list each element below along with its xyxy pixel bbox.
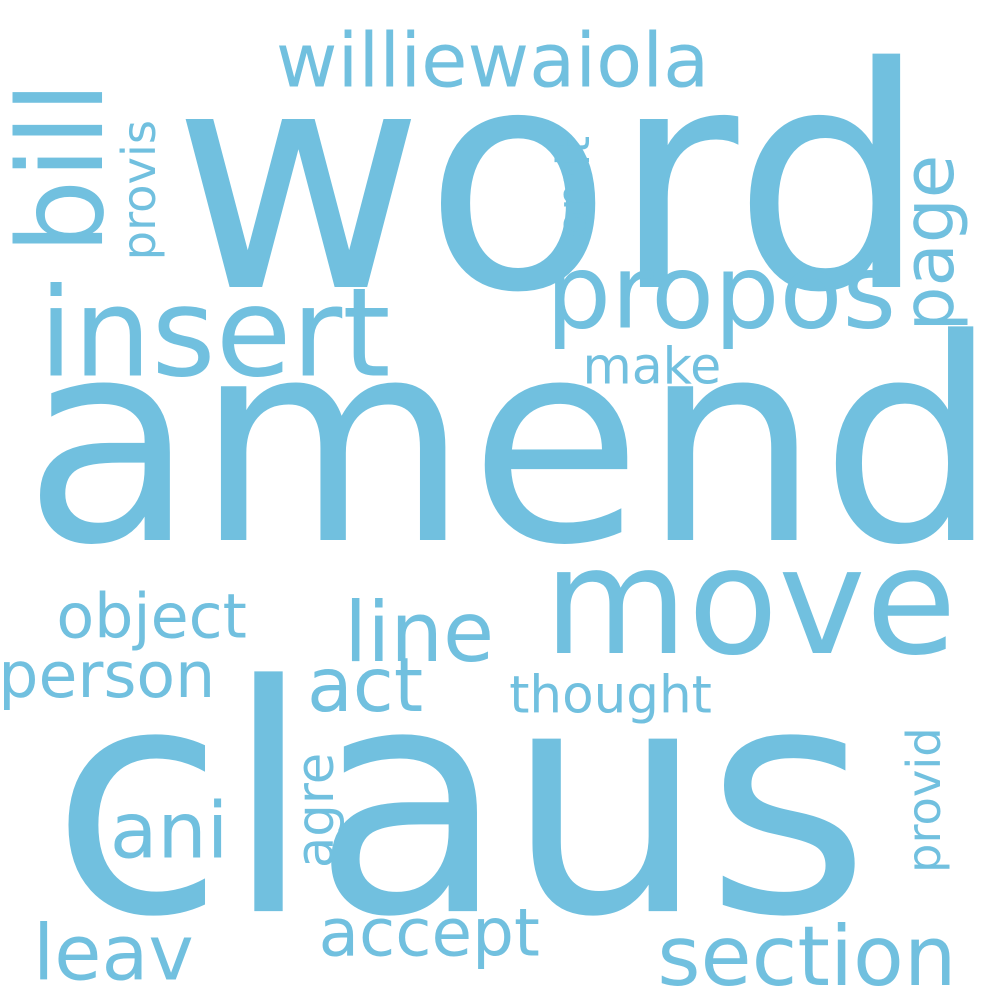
word-provis: provis bbox=[112, 119, 167, 261]
word-omit: omit bbox=[547, 135, 601, 239]
word-line: line bbox=[344, 583, 495, 681]
word-bill: bill bbox=[0, 81, 130, 255]
word-word: word bbox=[172, 3, 929, 361]
word-section: section bbox=[657, 907, 957, 1000]
word-move: move bbox=[543, 515, 957, 688]
word-williewaiola: williewaiola bbox=[275, 16, 710, 105]
word-insert: insert bbox=[38, 261, 391, 406]
word-leav: leav bbox=[33, 909, 194, 999]
word-act: act bbox=[307, 642, 424, 730]
word-accept: accept bbox=[318, 894, 540, 972]
word-agre: agre bbox=[285, 752, 346, 869]
word-claus: claus bbox=[51, 619, 871, 987]
word-propos: propos bbox=[545, 232, 897, 353]
word-object: object bbox=[56, 580, 247, 653]
word-thought: thought bbox=[509, 665, 712, 726]
word-ani: ani bbox=[109, 786, 229, 877]
word-make: make bbox=[582, 336, 722, 396]
word-person: person bbox=[0, 637, 216, 712]
word-amend: amend bbox=[23, 279, 999, 607]
word-provid: provid bbox=[897, 727, 952, 873]
word-page: page bbox=[886, 154, 970, 332]
